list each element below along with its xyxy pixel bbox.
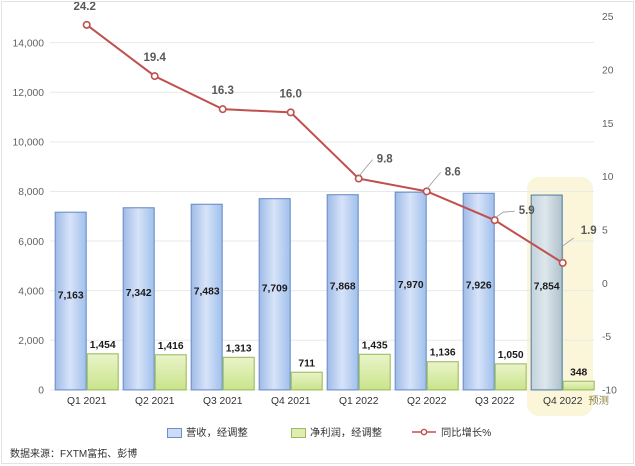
- svg-text:8.6: 8.6: [445, 166, 461, 178]
- svg-text:0: 0: [602, 279, 608, 290]
- svg-text:16.3: 16.3: [212, 85, 234, 97]
- svg-text:1,435: 1,435: [362, 340, 388, 351]
- svg-text:Q4 2022: Q4 2022: [543, 396, 583, 407]
- svg-text:7,342: 7,342: [126, 288, 152, 299]
- svg-text:预测: 预测: [588, 394, 609, 407]
- svg-text:1,416: 1,416: [158, 341, 184, 352]
- svg-text:8,000: 8,000: [18, 187, 44, 198]
- svg-text:1,454: 1,454: [90, 340, 116, 351]
- svg-text:Q2 2021: Q2 2021: [135, 396, 175, 407]
- svg-text:7,709: 7,709: [262, 283, 288, 294]
- svg-text:Q4 2021: Q4 2021: [271, 396, 311, 407]
- svg-text:4,000: 4,000: [18, 286, 44, 297]
- svg-text:16.0: 16.0: [280, 88, 302, 100]
- svg-text:711: 711: [298, 358, 315, 369]
- svg-text:19.4: 19.4: [144, 52, 167, 64]
- svg-text:7,868: 7,868: [330, 281, 356, 292]
- svg-text:24.2: 24.2: [74, 2, 96, 13]
- svg-text:7,970: 7,970: [398, 280, 424, 291]
- svg-text:1,313: 1,313: [226, 343, 252, 354]
- svg-text:Q2 2022: Q2 2022: [407, 396, 447, 407]
- svg-text:6,000: 6,000: [18, 237, 44, 248]
- svg-text:Q1 2021: Q1 2021: [67, 396, 107, 407]
- svg-text:1,050: 1,050: [498, 350, 524, 361]
- svg-text:9.8: 9.8: [377, 154, 394, 166]
- svg-text:10: 10: [602, 172, 614, 183]
- svg-text:1.9: 1.9: [581, 225, 597, 237]
- svg-text:25: 25: [602, 12, 614, 23]
- svg-text:7,483: 7,483: [194, 286, 220, 297]
- svg-text:1,136: 1,136: [430, 348, 456, 359]
- svg-text:-5: -5: [602, 332, 611, 343]
- svg-text:14,000: 14,000: [13, 38, 45, 49]
- svg-text:2,000: 2,000: [18, 336, 44, 347]
- svg-text:12,000: 12,000: [13, 88, 45, 99]
- svg-text:15: 15: [602, 119, 614, 130]
- svg-text:10,000: 10,000: [13, 138, 45, 149]
- svg-text:Q3 2021: Q3 2021: [203, 396, 243, 407]
- svg-text:20: 20: [602, 65, 614, 76]
- svg-text:348: 348: [570, 367, 587, 378]
- svg-text:5.9: 5.9: [519, 205, 535, 217]
- svg-text:0: 0: [38, 386, 44, 397]
- svg-text:7,854: 7,854: [534, 282, 560, 293]
- svg-text:5: 5: [602, 226, 608, 237]
- svg-text:Q1 2022: Q1 2022: [339, 396, 379, 407]
- svg-text:7,163: 7,163: [58, 290, 84, 301]
- svg-text:7,926: 7,926: [466, 281, 492, 292]
- svg-text:Q3 2022: Q3 2022: [475, 396, 515, 407]
